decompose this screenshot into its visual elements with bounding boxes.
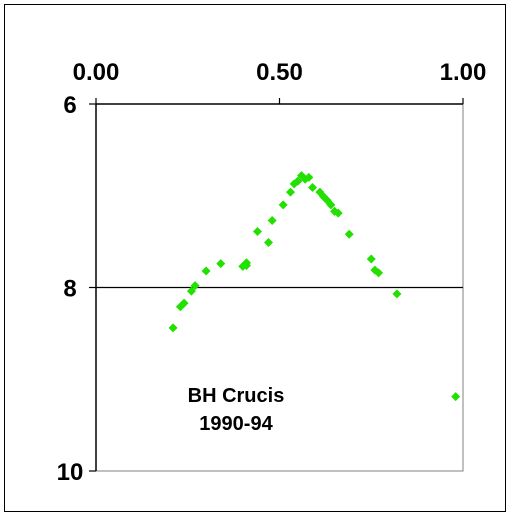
y-ticks: 6 8 10 — [57, 92, 96, 486]
data-points — [168, 171, 461, 402]
data-point — [366, 254, 376, 264]
data-point — [374, 268, 384, 278]
y-tick-label: 8 — [63, 276, 76, 303]
annotation-line-2: 1990-94 — [199, 413, 273, 435]
data-point — [278, 200, 288, 210]
data-point — [308, 182, 318, 192]
data-point — [344, 229, 354, 239]
data-point — [168, 323, 178, 333]
data-point — [286, 187, 296, 197]
data-point — [190, 281, 200, 291]
data-point — [293, 176, 303, 186]
data-point — [263, 238, 273, 248]
x-tick-label: 0.00 — [73, 59, 120, 86]
x-ticks: 0.00 0.50 1.00 — [73, 59, 487, 104]
data-point — [186, 286, 196, 296]
data-point — [179, 298, 189, 308]
data-point — [451, 392, 461, 402]
data-point — [326, 200, 336, 210]
y-tick-label: 6 — [63, 92, 76, 119]
data-point — [201, 266, 211, 276]
data-point — [304, 172, 314, 182]
data-point — [392, 289, 402, 299]
annotation-line-1: BH Crucis — [188, 385, 285, 407]
data-point — [267, 216, 277, 226]
data-point — [216, 259, 226, 269]
data-point — [241, 260, 251, 270]
x-tick-label: 0.50 — [256, 59, 303, 86]
data-point — [333, 208, 343, 218]
data-point — [252, 227, 262, 237]
y-tick-label: 10 — [57, 459, 84, 486]
x-tick-label: 1.00 — [440, 59, 487, 86]
